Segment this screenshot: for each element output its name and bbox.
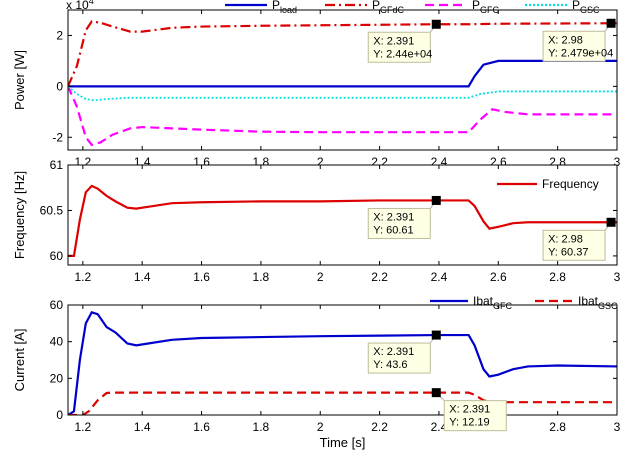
x-tick-label: 2: [317, 420, 324, 434]
y-tick-label: -2: [52, 130, 63, 144]
chart-panel-3: 1.21.41.61.822.22.42.62.830204060Current…: [12, 294, 621, 450]
x-tick-label: 2.4: [431, 420, 448, 434]
x-tick-label: 1.4: [134, 420, 151, 434]
y-axis-label: Frequency [Hz]: [12, 171, 27, 259]
datatip-x-text: X: 2.391: [373, 211, 414, 223]
x-axis-label: Time [s]: [320, 435, 366, 450]
x-tick-label: 2.6: [490, 270, 507, 284]
x-tick-label: 2.4: [431, 270, 448, 284]
y-tick-label: 0: [56, 79, 63, 93]
y-tick-label: 60: [50, 298, 64, 312]
datatip-x-text: X: 2.391: [373, 346, 414, 358]
x-tick-label: 2.8: [549, 270, 566, 284]
y-tick-label: 40: [50, 335, 64, 349]
y-axis-label: Power [W]: [12, 50, 27, 110]
axes-box: [67, 304, 618, 416]
datatip-marker[interactable]: [606, 18, 616, 28]
datatip-marker[interactable]: [606, 217, 616, 227]
y-tick-label: 2: [56, 28, 63, 42]
y-tick-label: 0: [56, 408, 63, 422]
datatip-y-text: Y: 60.37: [548, 246, 588, 258]
x-tick-label: 3: [614, 155, 621, 169]
datatip-y-text: Y: 12.19: [449, 417, 489, 429]
datatip-x-text: X: 2.98: [548, 233, 583, 245]
y-tick-label: 60: [50, 249, 64, 263]
datatip-x-text: X: 2.391: [449, 404, 490, 416]
datatip[interactable]: X: 2.98Y: 2.479e+04: [542, 18, 616, 62]
x-tick-label: 3: [614, 420, 621, 434]
series-line-p-load: [68, 59, 617, 88]
series-line-ibat-gfc: [68, 311, 617, 415]
x-tick-label: 1.2: [74, 270, 91, 284]
legend-entry-frequency: Frequency: [542, 177, 599, 191]
x-tick-label: 2.8: [549, 420, 566, 434]
datatip[interactable]: X: 2.98Y: 60.37: [542, 217, 616, 261]
datatip-x-text: X: 2.391: [373, 35, 414, 47]
series-line-ibat-gsc: [68, 391, 617, 415]
datatip-box: [367, 207, 431, 239]
x-tick-label: 2: [317, 155, 324, 169]
x-tick-label: 1.8: [253, 270, 270, 284]
x-tick-label: 1.8: [253, 420, 270, 434]
datatip-y-text: Y: 2.44e+04: [373, 48, 432, 60]
datatip-y-text: Y: 2.479e+04: [548, 47, 613, 59]
x-tick-label: 3: [614, 270, 621, 284]
datatip-box: [367, 342, 431, 374]
datatip-marker[interactable]: [431, 195, 441, 205]
y-tick-label: 60.5: [40, 203, 64, 217]
datatip-box: [542, 229, 606, 261]
datatip-y-text: Y: 60.61: [373, 224, 413, 236]
x-tick-label: 1.6: [193, 420, 210, 434]
datatip-marker[interactable]: [431, 330, 441, 340]
y-exponent-label: x 104: [66, 0, 94, 12]
datatip-box: [443, 400, 507, 432]
y-axis-label: Current [A]: [12, 329, 27, 392]
axes-box: [67, 9, 618, 151]
y-tick-label: 61: [50, 158, 64, 172]
legend: Frequency: [497, 177, 599, 191]
x-tick-label: 2.2: [371, 270, 388, 284]
series-line-frequency: [68, 184, 617, 258]
x-tick-label: 2.2: [371, 420, 388, 434]
axes-box: [67, 164, 618, 266]
plot-area: [68, 305, 617, 415]
series-line-p-gfdc: [68, 20, 617, 87]
plot-area: [68, 165, 617, 265]
datatip-box: [542, 30, 606, 62]
datatip-x-text: X: 2.98: [548, 34, 583, 46]
chart-panel-2: 1.2 1.4 1.6 1.8 2 2.2 2.4 2.6 2.8 3 60 60.5 61 Freque…: [12, 158, 621, 284]
datatip-box: [367, 31, 431, 63]
x-tick-label: 1.2: [74, 420, 91, 434]
series-line-p-gsc: [68, 85, 617, 102]
x-tick-label: 2: [317, 270, 324, 284]
plot-area: [68, 10, 617, 150]
x-tick-label: 1.6: [193, 270, 210, 284]
datatip-y-text: Y: 43.6: [373, 359, 407, 371]
datatip-marker[interactable]: [431, 388, 441, 398]
datatip-marker[interactable]: [431, 19, 441, 29]
y-tick-label: 20: [50, 371, 64, 385]
x-tick-label: 1.4: [134, 270, 151, 284]
